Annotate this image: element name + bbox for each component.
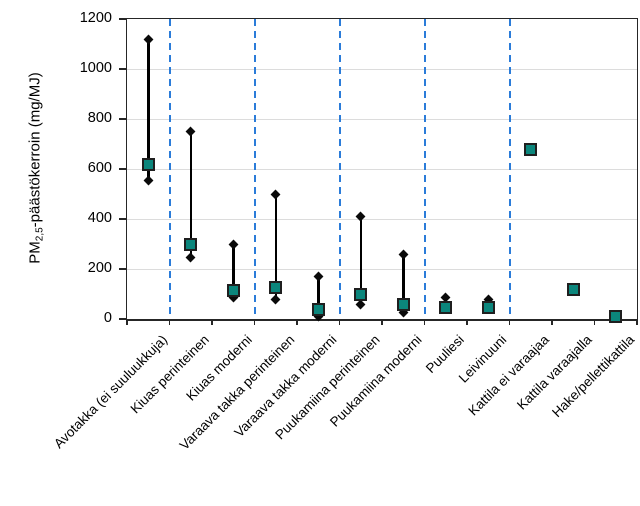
data-marker-5 bbox=[354, 287, 368, 301]
x-tick-mark-12 bbox=[636, 319, 638, 325]
error-bar-min-diamond bbox=[185, 252, 196, 263]
data-marker-0 bbox=[141, 157, 155, 171]
data-marker-2 bbox=[226, 283, 240, 297]
group-separator-line bbox=[253, 19, 256, 319]
y-tick-label: 0 bbox=[103, 310, 112, 326]
x-tick-mark-10 bbox=[551, 319, 553, 325]
x-axis-label: Kiuas perinteinen bbox=[127, 332, 213, 417]
gridline-200 bbox=[127, 268, 637, 270]
error-bar-max-diamond bbox=[398, 249, 409, 259]
y-tick-label: 1200 bbox=[79, 10, 112, 26]
error-bar-max-diamond bbox=[185, 126, 196, 137]
error-bar-min-diamond bbox=[355, 299, 366, 309]
error-bar-max-diamond bbox=[313, 271, 324, 282]
y-tick-mark-1000 bbox=[119, 68, 126, 70]
x-tick-mark-3 bbox=[253, 319, 256, 325]
error-bar-whisker bbox=[402, 254, 405, 313]
data-marker-7 bbox=[439, 301, 453, 315]
x-axis-label: Hake/pellettikattila bbox=[549, 332, 638, 421]
group-separator-line bbox=[508, 19, 511, 319]
error-bar-whisker bbox=[359, 216, 362, 304]
y-tick-label: 800 bbox=[87, 110, 112, 126]
y-tick-mark-600 bbox=[119, 168, 126, 170]
y-tick-mark-200 bbox=[119, 268, 126, 270]
data-marker-4 bbox=[311, 302, 325, 316]
group-separator-line bbox=[168, 19, 171, 319]
gridline-600 bbox=[127, 168, 637, 170]
error-bar-whisker bbox=[317, 276, 320, 317]
data-marker-6 bbox=[396, 297, 410, 311]
error-bar-max-diamond bbox=[143, 34, 154, 44]
x-tick-mark-0 bbox=[126, 319, 128, 325]
x-tick-mark-11 bbox=[593, 319, 596, 325]
y-tick-label: 600 bbox=[87, 160, 112, 176]
x-tick-mark-5 bbox=[338, 319, 341, 325]
y-axis-title-prefix: PM bbox=[26, 241, 44, 264]
x-tick-mark-6 bbox=[381, 319, 383, 325]
y-axis-title-subscript: 2,5 bbox=[34, 227, 46, 242]
data-marker-9 bbox=[524, 142, 538, 156]
group-separator-line bbox=[423, 19, 426, 319]
data-marker-3 bbox=[269, 281, 283, 295]
error-bar-whisker bbox=[147, 39, 150, 181]
y-tick-label: 200 bbox=[87, 260, 112, 276]
error-bar-whisker bbox=[189, 131, 192, 258]
data-marker-10 bbox=[566, 282, 580, 296]
y-axis-title: PM2,5-päästökerroin (mg/MJ) bbox=[27, 72, 46, 263]
x-tick-mark-7 bbox=[423, 319, 426, 325]
x-axis-label: Kattila varaajalla bbox=[514, 332, 595, 413]
gridline-400 bbox=[127, 218, 637, 220]
data-marker-8 bbox=[481, 301, 495, 315]
error-bar-max-diamond bbox=[270, 189, 281, 199]
error-bar-whisker bbox=[232, 244, 235, 298]
y-tick-mark-800 bbox=[119, 118, 126, 120]
y-tick-label: 400 bbox=[87, 210, 112, 226]
y-tick-mark-400 bbox=[119, 218, 126, 220]
group-separator-line bbox=[338, 19, 341, 319]
y-tick-label: 1000 bbox=[79, 60, 112, 76]
error-bar-whisker bbox=[274, 194, 277, 299]
error-bar-max-diamond bbox=[355, 211, 366, 222]
x-tick-mark-4 bbox=[296, 319, 298, 325]
error-bar-max-diamond bbox=[228, 239, 239, 249]
x-tick-mark-1 bbox=[168, 319, 171, 325]
y-tick-mark-0 bbox=[119, 318, 126, 320]
gridline-800 bbox=[127, 118, 637, 120]
data-marker-1 bbox=[184, 237, 198, 251]
y-axis-title-suffix: -päästökerroin (mg/MJ) bbox=[26, 72, 44, 228]
error-bar-min-diamond bbox=[143, 175, 154, 186]
plot-area bbox=[119, 18, 638, 325]
y-tick-mark-1200 bbox=[119, 18, 126, 20]
x-tick-mark-8 bbox=[466, 319, 468, 325]
x-tick-mark-9 bbox=[508, 319, 511, 325]
x-tick-mark-2 bbox=[211, 319, 213, 325]
data-marker-11 bbox=[609, 310, 623, 323]
error-bar-min-diamond bbox=[270, 294, 281, 304]
gridline-1000 bbox=[127, 68, 637, 70]
